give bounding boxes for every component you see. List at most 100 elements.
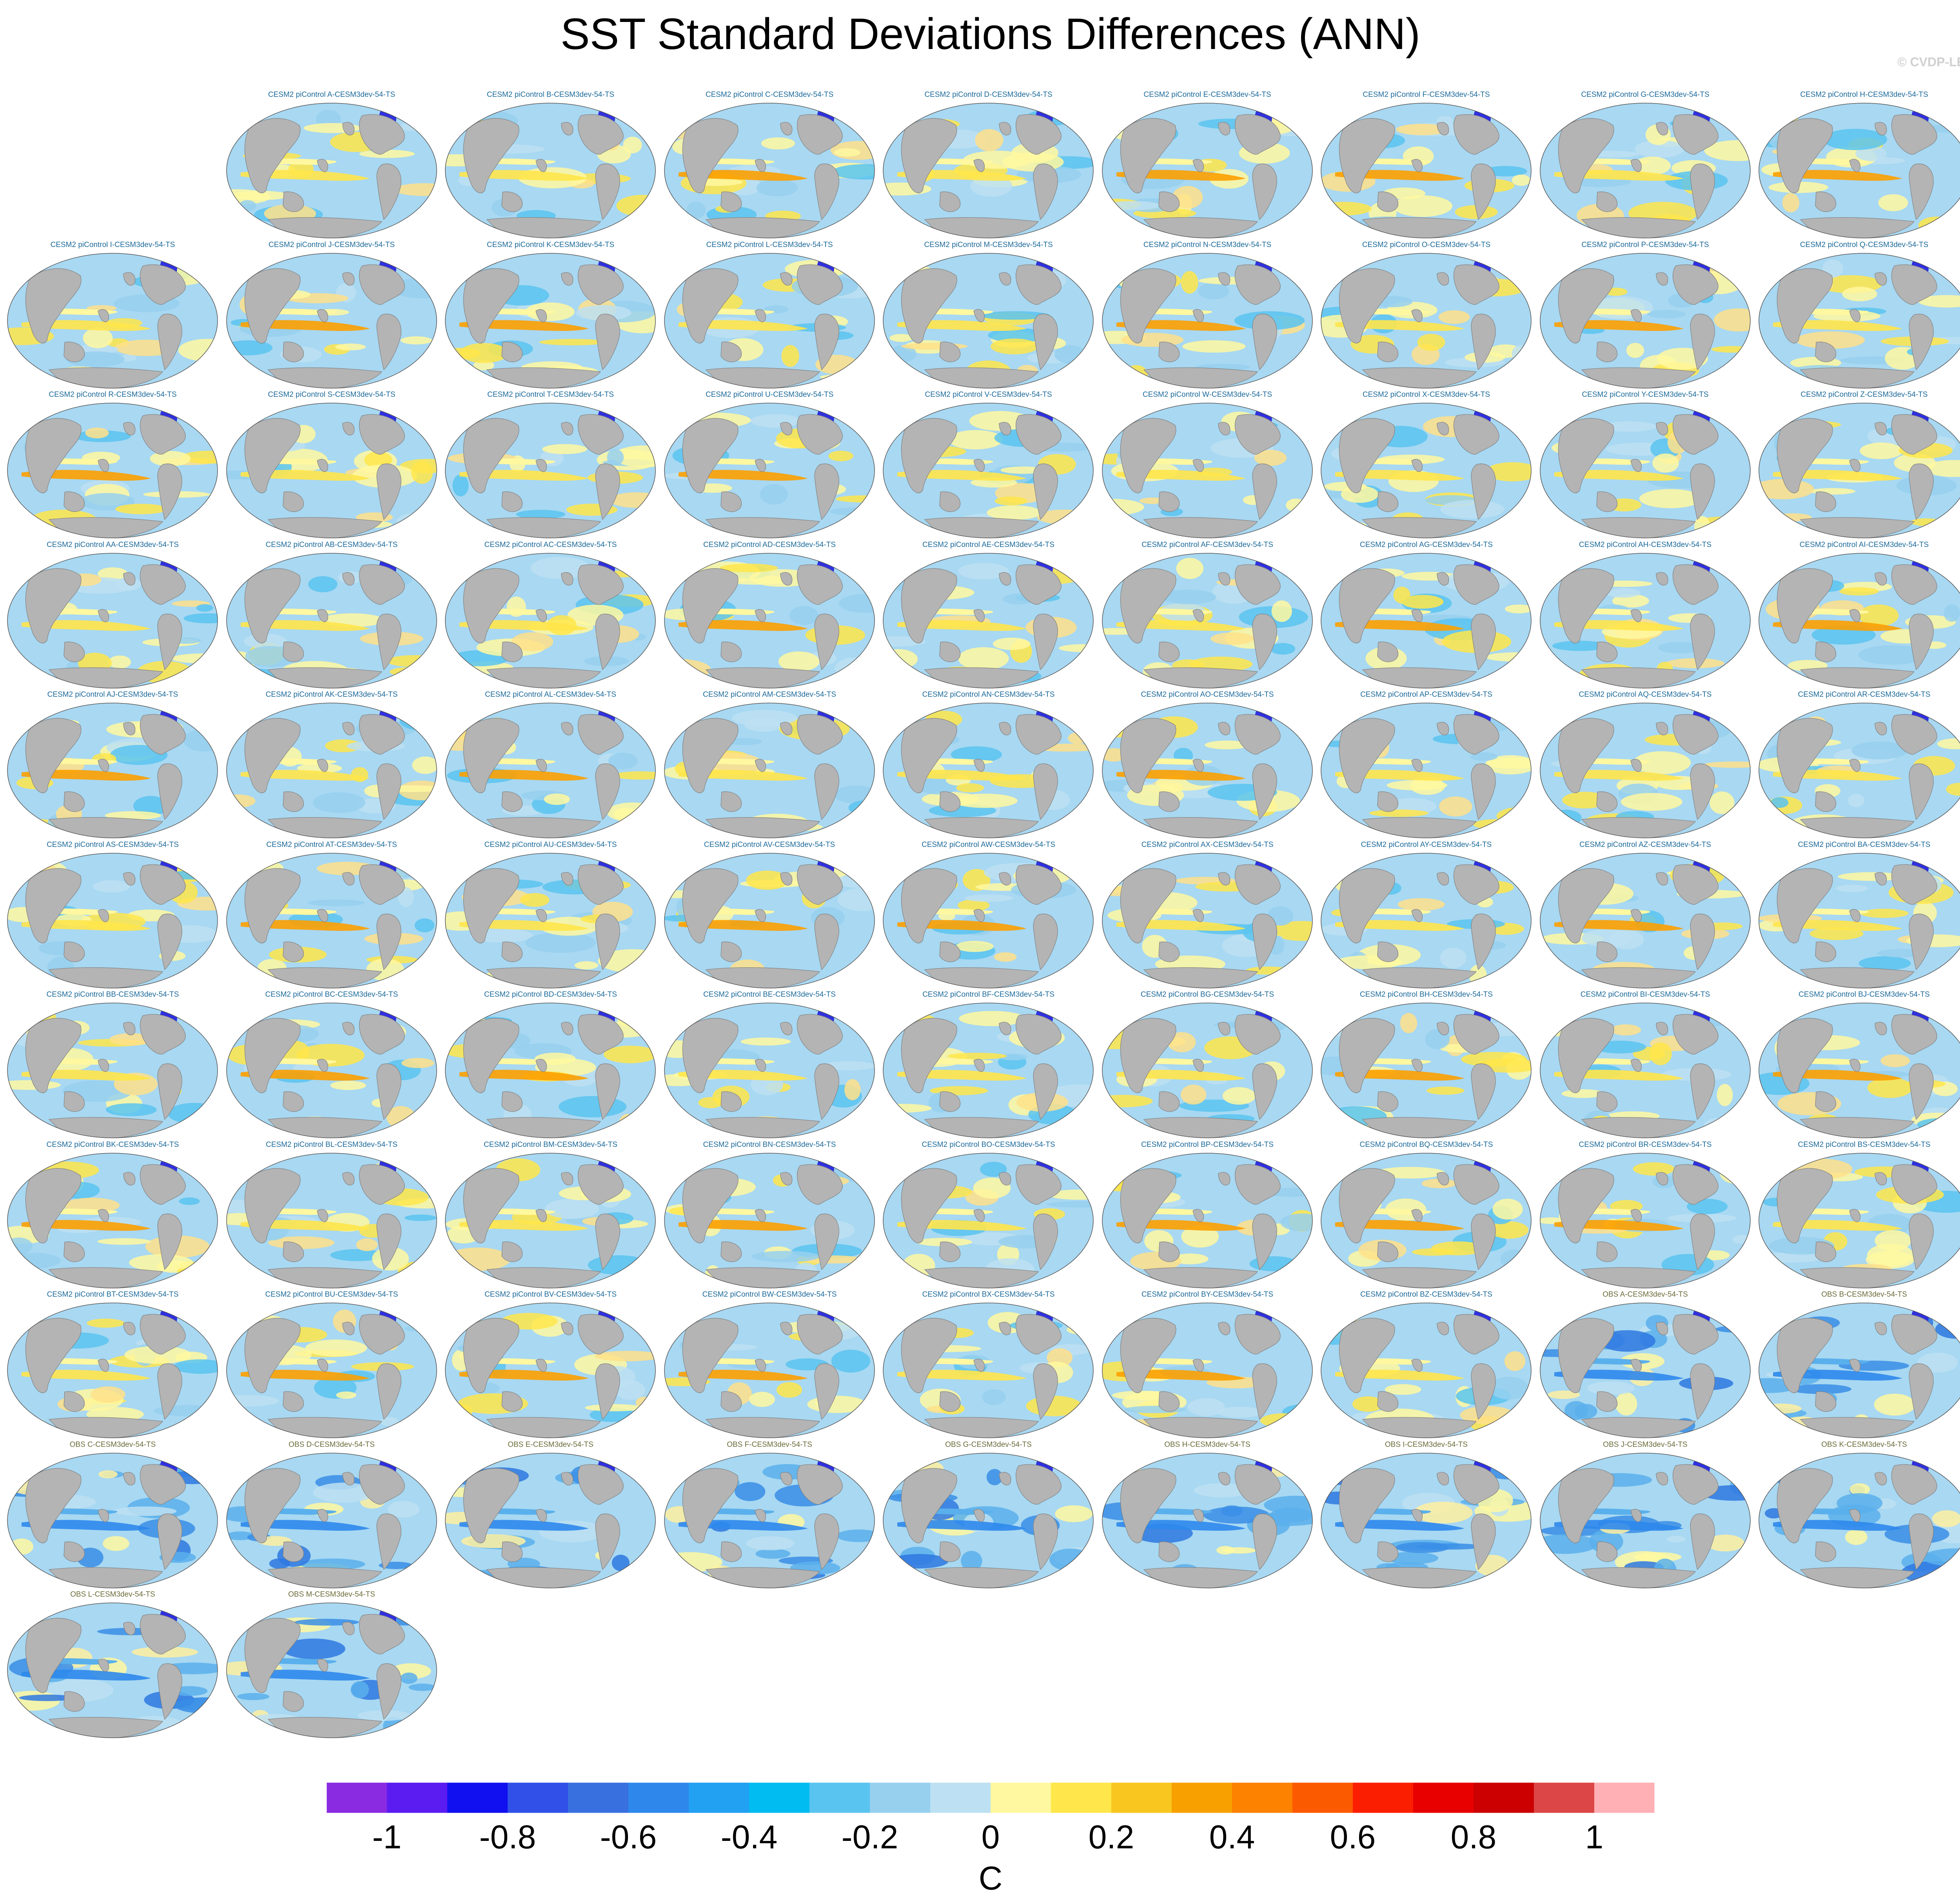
sst-field [226, 1453, 437, 1588]
world-map [1102, 1152, 1313, 1288]
map-panel: CESM2 piControl AK-CESM3dev-54-TS [225, 690, 439, 839]
sst-field [883, 853, 1093, 988]
sst-field [1540, 1303, 1750, 1438]
sst-field [1759, 1003, 1960, 1138]
map-panel: OBS M-CESM3dev-54-TS [225, 1590, 439, 1739]
map-panel: CESM2 piControl AO-CESM3dev-54-TS [1101, 690, 1314, 839]
sst-field [1540, 103, 1750, 238]
map-panel: CESM2 piControl BN-CESM3dev-54-TS [663, 1140, 877, 1289]
sst-field [226, 1303, 437, 1438]
colorbar-swatch [327, 1782, 387, 1813]
map-panel: CESM2 piControl BB-CESM3dev-54-TS [6, 990, 220, 1139]
panel-title: CESM2 piControl C-CESM3dev-54-TS [705, 91, 834, 99]
map-panel: CESM2 piControl BV-CESM3dev-54-TS [444, 1290, 657, 1439]
map-panel: CESM2 piControl AG-CESM3dev-54-TS [1319, 540, 1533, 689]
world-map [883, 1152, 1094, 1288]
map-panel: CESM2 piControl BJ-CESM3dev-54-TS [1757, 990, 1960, 1139]
panel-title: CESM2 piControl U-CESM3dev-54-TS [705, 391, 834, 399]
colorbar-swatch [1292, 1782, 1353, 1813]
world-map [1102, 552, 1313, 689]
map-panel: CESM2 piControl AH-CESM3dev-54-TS [1539, 540, 1752, 689]
sst-field [1759, 553, 1960, 688]
sst-field [7, 403, 218, 538]
panel-title: CESM2 piControl BF-CESM3dev-54-TS [922, 990, 1054, 999]
panel-title: CESM2 piControl P-CESM3dev-54-TS [1581, 240, 1709, 249]
colorbar-tick-label: 1 [1585, 1819, 1604, 1855]
panel-title: CESM2 piControl AN-CESM3dev-54-TS [922, 690, 1055, 699]
world-map [1539, 1303, 1751, 1438]
panel-title: CESM2 piControl AD-CESM3dev-54-TS [703, 540, 836, 549]
sst-field [664, 253, 875, 388]
panel-title: CESM2 piControl BI-CESM3dev-54-TS [1580, 990, 1710, 999]
map-panel: CESM2 piControl A-CESM3dev-54-TS [225, 90, 439, 239]
sst-field [664, 1153, 875, 1288]
sst-field [1102, 703, 1312, 838]
world-map [1759, 1152, 1960, 1288]
sst-field [664, 403, 875, 538]
map-panel: CESM2 piControl AM-CESM3dev-54-TS [663, 690, 877, 839]
map-panel: CESM2 piControl AW-CESM3dev-54-TS [882, 840, 1095, 989]
world-map [7, 1602, 218, 1738]
sst-field [664, 1303, 875, 1438]
sst-field [7, 553, 218, 688]
sst-field [1102, 253, 1312, 388]
sst-field [664, 103, 875, 238]
map-panel: CESM2 piControl U-CESM3dev-54-TS [663, 390, 877, 539]
map-panel: CESM2 piControl Z-CESM3dev-54-TS [1757, 390, 1960, 539]
panel-title: CESM2 piControl AT-CESM3dev-54-TS [266, 840, 397, 849]
panel-title: CESM2 piControl BM-CESM3dev-54-TS [483, 1140, 618, 1149]
panel-title: OBS I-CESM3dev-54-TS [1385, 1440, 1468, 1449]
map-panel: CESM2 piControl BC-CESM3dev-54-TS [225, 990, 439, 1139]
world-map [1321, 1452, 1532, 1588]
panel-title: CESM2 piControl O-CESM3dev-54-TS [1362, 240, 1491, 249]
colorbar-swatch [1353, 1782, 1414, 1813]
world-map [226, 852, 437, 988]
panel-title: CESM2 piControl AX-CESM3dev-54-TS [1141, 840, 1274, 849]
sst-field [1321, 253, 1531, 388]
map-panel: CESM2 piControl AZ-CESM3dev-54-TS [1539, 840, 1752, 989]
map-panel: CESM2 piControl BI-CESM3dev-54-TS [1539, 990, 1752, 1139]
map-panel: CESM2 piControl BT-CESM3dev-54-TS [6, 1290, 220, 1439]
world-map [1759, 1303, 1960, 1438]
map-panel: CESM2 piControl P-CESM3dev-54-TS [1539, 240, 1752, 389]
map-panel: CESM2 piControl BP-CESM3dev-54-TS [1101, 1140, 1314, 1289]
panel-title: CESM2 piControl I-CESM3dev-54-TS [50, 240, 175, 249]
sst-field [1321, 553, 1531, 688]
map-panel: OBS A-CESM3dev-54-TS [1539, 1290, 1752, 1439]
sst-field [226, 703, 437, 838]
panel-title: CESM2 piControl AZ-CESM3dev-54-TS [1579, 840, 1711, 849]
colorbar-swatch [1594, 1782, 1655, 1813]
world-map [664, 253, 875, 389]
map-panel: CESM2 piControl AR-CESM3dev-54-TS [1757, 690, 1960, 839]
panel-title: OBS C-CESM3dev-54-TS [69, 1440, 156, 1449]
world-map [664, 403, 875, 538]
panel-title: CESM2 piControl AA-CESM3dev-54-TS [47, 540, 179, 549]
panel-title: CESM2 piControl J-CESM3dev-54-TS [268, 240, 395, 249]
sst-field [7, 1603, 218, 1738]
sst-field [883, 703, 1093, 838]
world-map [664, 1303, 875, 1438]
map-panel: CESM2 piControl F-CESM3dev-54-TS [1319, 90, 1533, 239]
world-map [1102, 852, 1313, 988]
world-map [883, 1452, 1094, 1588]
sst-field [7, 703, 218, 838]
sst-field [1540, 1453, 1750, 1588]
sst-field [445, 1453, 655, 1588]
panel-title: OBS L-CESM3dev-54-TS [70, 1590, 155, 1599]
world-map [1759, 103, 1960, 238]
sst-field [883, 1003, 1093, 1138]
sst-field [1759, 103, 1960, 238]
sst-field [1102, 103, 1312, 238]
colorbar-swatch [508, 1782, 568, 1813]
map-panel: OBS D-CESM3dev-54-TS [225, 1440, 439, 1589]
world-map [1539, 703, 1751, 838]
sst-field [226, 403, 437, 538]
map-panel: CESM2 piControl AA-CESM3dev-54-TS [6, 540, 220, 689]
world-map [1539, 403, 1751, 538]
panel-title: CESM2 piControl AB-CESM3dev-54-TS [265, 540, 398, 549]
panel-title: CESM2 piControl BB-CESM3dev-54-TS [46, 990, 179, 999]
world-map [664, 1152, 875, 1288]
sst-field [883, 553, 1093, 688]
map-panel: CESM2 piControl AF-CESM3dev-54-TS [1101, 540, 1314, 689]
sst-field [1540, 853, 1750, 988]
